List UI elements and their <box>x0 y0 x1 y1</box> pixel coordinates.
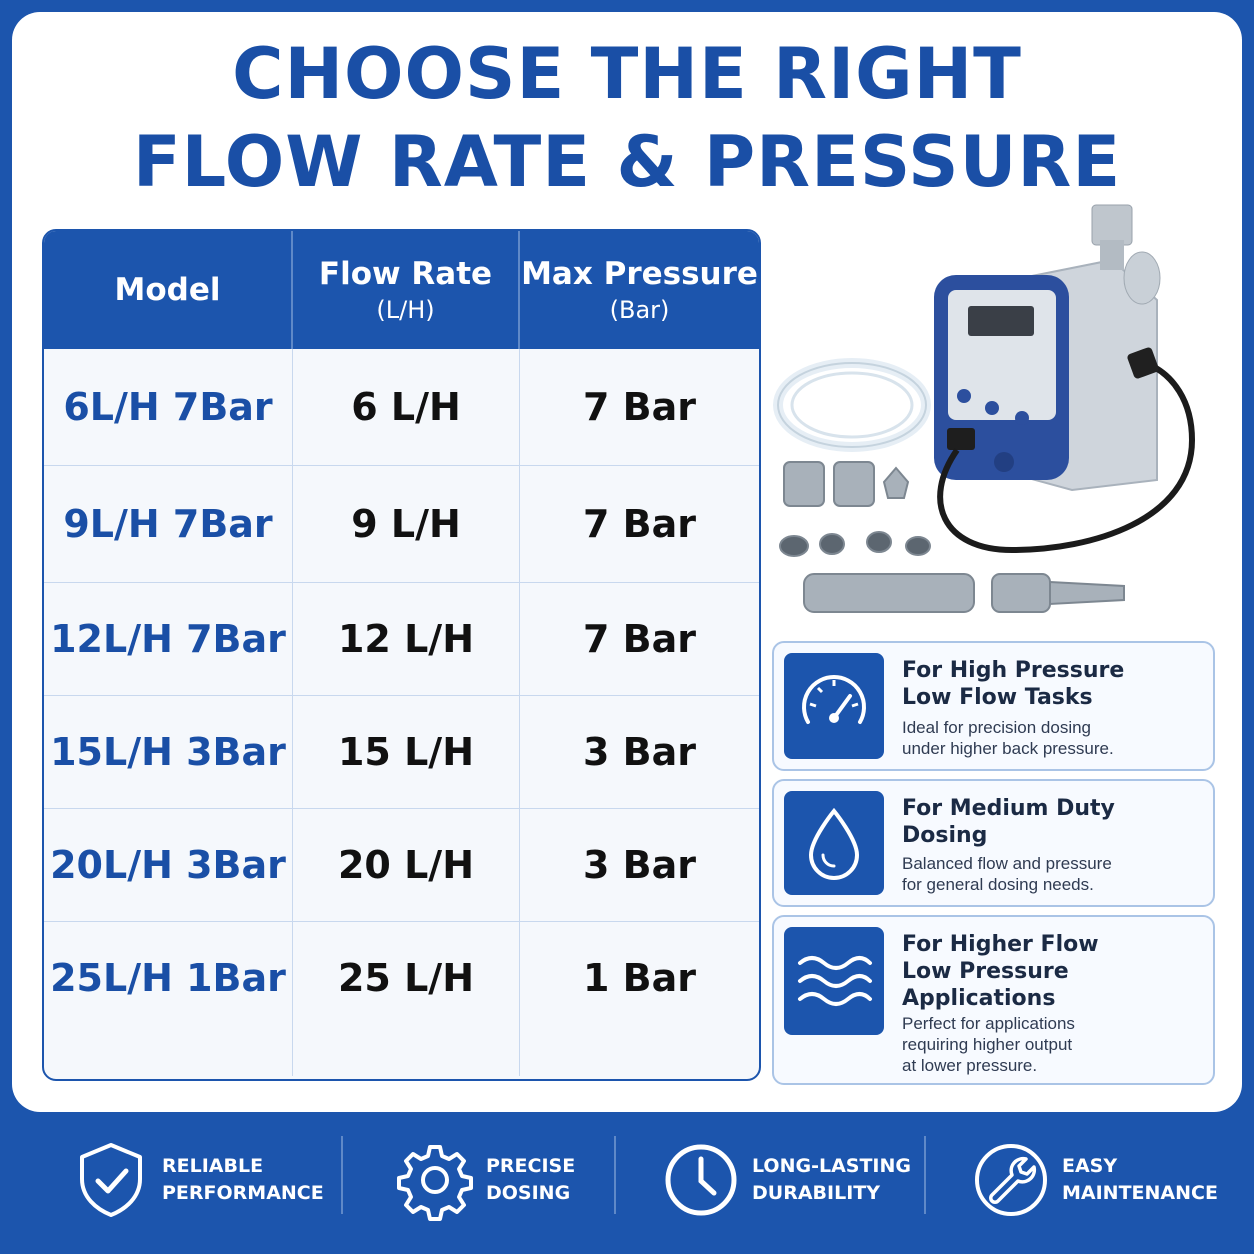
feature-label: RELIABLE PERFORMANCE <box>162 1155 324 1204</box>
card-description: Perfect for applications requiring highe… <box>902 1014 1075 1075</box>
card-title: For High Pressure Low Flow Tasks <box>902 658 1125 710</box>
header-flow-label: Flow Rate <box>318 256 493 292</box>
cell-model: 6L/H 7Bar <box>44 349 293 465</box>
header-model: Model <box>44 231 293 349</box>
title-line-2: FLOW RATE & PRESSURE <box>132 121 1122 203</box>
gauge-icon <box>784 653 884 759</box>
table-row: 9L/H 7Bar 9 L/H 7 Bar <box>44 466 759 583</box>
cell-pressure: 7 Bar <box>582 502 697 546</box>
feature-precise: PRECISE DOSING <box>394 1130 575 1230</box>
cell-flow: 25 L/H <box>293 922 520 1076</box>
header-max-pressure: Max Pressure (Bar) <box>520 231 759 349</box>
header-pressure-unit: (Bar) <box>609 296 670 324</box>
water-drop-icon <box>784 791 884 895</box>
table-row: 12L/H 7Bar 12 L/H 7 Bar <box>44 583 759 696</box>
cell-pressure: 3 Bar <box>582 730 697 774</box>
cell-flow: 20 L/H <box>293 809 520 921</box>
header-pressure-label: Max Pressure <box>521 256 758 292</box>
card-description: Balanced flow and pressure for general d… <box>902 854 1112 894</box>
info-card-medium-duty: For Medium Duty Dosing Balanced flow and… <box>772 779 1215 907</box>
spec-table: Model Flow Rate (L/H) Max Pressure (Bar)… <box>42 229 761 1081</box>
table-row: 15L/H 3Bar 15 L/H 3 Bar <box>44 696 759 809</box>
cell-flow: 6 L/H <box>293 349 520 465</box>
clock-icon <box>665 1144 737 1216</box>
card-title: For Medium Duty Dosing <box>902 796 1115 848</box>
header-flow-unit: (L/H) <box>376 296 435 324</box>
shield-check-icon <box>80 1143 142 1217</box>
cell-model: 25L/H 1Bar <box>44 922 293 1076</box>
divider <box>924 1136 926 1214</box>
cell-flow: 12 L/H <box>293 583 520 695</box>
divider <box>341 1136 343 1214</box>
cell-model: 9L/H 7Bar <box>44 466 293 582</box>
feature-maintenance: EASY MAINTENANCE <box>970 1130 1218 1230</box>
cell-model: 15L/H 3Bar <box>44 696 293 808</box>
waves-icon <box>784 927 884 1035</box>
card-title: For Higher Flow Low Pressure Application… <box>902 932 1099 1011</box>
table-row: 20L/H 3Bar 20 L/H 3 Bar <box>44 809 759 922</box>
feature-label: PRECISE DOSING <box>486 1155 576 1204</box>
table-header: Model Flow Rate (L/H) Max Pressure (Bar) <box>44 231 759 349</box>
cell-pressure: 1 Bar <box>582 956 697 1000</box>
header-flow-rate: Flow Rate (L/H) <box>293 231 520 349</box>
gear-icon <box>397 1145 473 1221</box>
wrench-icon <box>975 1144 1047 1216</box>
cell-flow: 15 L/H <box>293 696 520 808</box>
feature-label: EASY MAINTENANCE <box>1062 1155 1218 1204</box>
table-row: 6L/H 7Bar 6 L/H 7 Bar <box>44 349 759 466</box>
header-model-label: Model <box>114 272 221 308</box>
info-card-higher-flow: For Higher Flow Low Pressure Application… <box>772 915 1215 1085</box>
table-row: 25L/H 1Bar 25 L/H 1 Bar <box>44 922 759 1076</box>
dosing-pump-product-image <box>773 204 1196 613</box>
feature-reliable: RELIABLE PERFORMANCE <box>70 1130 324 1230</box>
cell-pressure: 7 Bar <box>582 617 697 661</box>
cell-pressure: 3 Bar <box>582 843 697 887</box>
page-title: CHOOSE THE RIGHT FLOW RATE & PRESSURE <box>0 30 1254 206</box>
title-line-1: CHOOSE THE RIGHT <box>232 33 1022 115</box>
table-body: 6L/H 7Bar 6 L/H 7 Bar 9L/H 7Bar 9 L/H 7 … <box>44 349 759 1076</box>
feature-durability: LONG-LASTING DURABILITY <box>660 1130 911 1230</box>
divider <box>614 1136 616 1214</box>
cell-model: 12L/H 7Bar <box>44 583 293 695</box>
feature-label: LONG-LASTING DURABILITY <box>752 1155 911 1204</box>
cell-model: 20L/H 3Bar <box>44 809 293 921</box>
card-description: Ideal for precision dosing under higher … <box>902 718 1114 758</box>
cell-pressure: 7 Bar <box>582 385 697 429</box>
info-card-high-pressure: For High Pressure Low Flow Tasks Ideal f… <box>772 641 1215 771</box>
cell-flow: 9 L/H <box>293 466 520 582</box>
